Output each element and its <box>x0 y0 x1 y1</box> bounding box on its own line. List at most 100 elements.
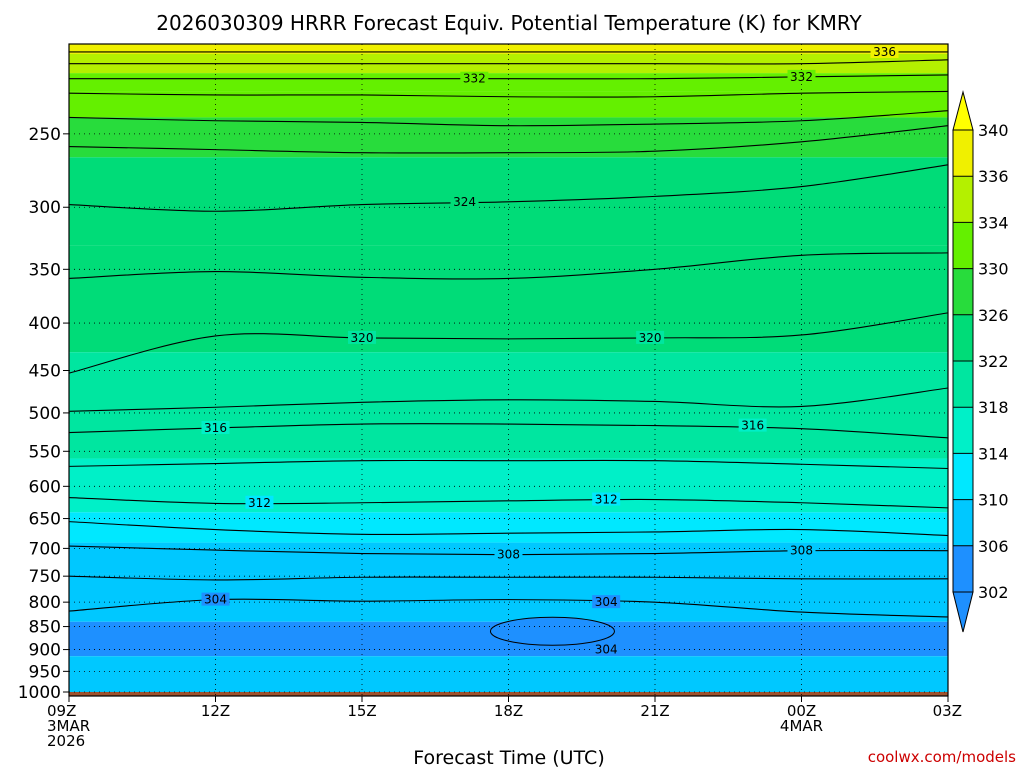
ytick-label-300: 300 <box>29 198 61 218</box>
contour-label-group-332: 332 <box>460 71 489 86</box>
xtick-label-00Z: 00Z <box>787 702 816 720</box>
colorbar-swatch-318 <box>953 361 973 408</box>
colorbar-swatch-334 <box>953 176 973 223</box>
ytick-label-600: 600 <box>29 477 61 497</box>
contour-label-320: 320 <box>351 331 374 345</box>
contour-label-group-316: 316 <box>201 420 230 435</box>
ytick-label-450: 450 <box>29 361 61 381</box>
ytick-label-350: 350 <box>29 260 61 280</box>
xtick-label-18Z: 18Z <box>494 702 523 720</box>
ytick-label-950: 950 <box>29 662 61 682</box>
ytick-label-550: 550 <box>29 442 61 462</box>
contour-label-group-308: 308 <box>787 543 816 558</box>
xtick-label-09Z: 09Z <box>47 702 76 720</box>
contour-label-308: 308 <box>790 544 813 558</box>
contour-306 <box>68 575 949 581</box>
contour-label-bg <box>787 69 816 83</box>
contour-label-group-320: 320 <box>636 330 665 345</box>
xtick-label-4MAR: 4MAR <box>780 717 823 735</box>
theta-band-322 <box>69 245 948 353</box>
contour-330 <box>68 90 949 98</box>
contour-label-336: 336 <box>873 45 896 59</box>
colorbar-swatch-310 <box>953 453 973 500</box>
ytick-label-400: 400 <box>29 314 61 334</box>
xtick-label-03Z: 03Z <box>933 702 962 720</box>
contour-label-bg <box>460 71 489 85</box>
colorbar-swatch-302 <box>953 545 973 592</box>
theta-band-333 <box>69 73 948 92</box>
contour-310 <box>68 521 949 537</box>
colorbar-swatch-306 <box>953 499 973 546</box>
ground-surface <box>69 691 948 696</box>
contour-label-332: 332 <box>790 70 813 84</box>
colorbar-label-306: 306 <box>978 537 1009 556</box>
contour-label-304: 304 <box>595 595 618 609</box>
colorbar-label-330: 330 <box>978 260 1009 279</box>
contour-labels: 336 332 332 324 320 320 316 316 312 312 308 308 304 3… <box>201 44 899 657</box>
ytick-label-650: 650 <box>29 510 61 530</box>
contour-label-group-320: 320 <box>348 330 376 345</box>
contour-label-bg <box>450 194 479 208</box>
contour-label-bg <box>494 547 523 561</box>
contour-label-group-324: 324 <box>450 194 479 209</box>
contour-label-group-304: 304 <box>592 595 621 609</box>
contour-label-bg <box>348 330 376 344</box>
colorbar-label-314: 314 <box>978 444 1009 463</box>
contour-label-bg <box>592 595 621 609</box>
ytick-label-500: 500 <box>29 404 61 424</box>
theta-blob-302 <box>489 616 615 646</box>
ytick-label-750: 750 <box>29 567 61 587</box>
ytick-label-800: 800 <box>29 593 61 613</box>
xtick-label-12Z: 12Z <box>201 702 230 720</box>
contour-label-312: 312 <box>595 493 618 507</box>
colorbar-swatch-330 <box>953 222 973 269</box>
colorbar-label-310: 310 <box>978 491 1009 510</box>
colorbar-swatch-322 <box>953 314 973 361</box>
contour-label-bg <box>201 420 230 434</box>
contour-label-group-304: 304 <box>592 642 621 657</box>
contour-label-324: 324 <box>453 195 476 209</box>
theta-band-328 <box>69 117 948 158</box>
colorbar-over-arrow <box>952 90 974 131</box>
colorbar-swatch-326 <box>953 268 973 315</box>
credit-link[interactable]: coolwx.com/models <box>868 748 1016 766</box>
colorbar-swatch-336 <box>953 130 973 177</box>
y-axis: 250 300 350 400 450 500 550 600 650 700 750 800 850 9… <box>18 125 69 703</box>
colorbar-label-322: 322 <box>978 352 1009 371</box>
gridlines <box>69 44 948 696</box>
contour-318 <box>68 387 949 412</box>
contour-label-bg <box>592 492 621 506</box>
theta-band-312 <box>69 512 948 543</box>
ytick-label-850: 850 <box>29 618 61 638</box>
theta-band-309 <box>69 656 948 696</box>
colorbar-under-arrow <box>952 591 974 633</box>
contour-label-group-316: 316 <box>738 418 767 433</box>
xtick-label-21Z: 21Z <box>640 702 669 720</box>
contour-label-group-308: 308 <box>494 547 523 562</box>
ytick-label-250: 250 <box>29 125 61 145</box>
contour-label-group-304: 304 <box>201 592 230 607</box>
xtick-label-15Z: 15Z <box>347 702 376 720</box>
contour-312 <box>68 497 949 509</box>
colorbar-label-318: 318 <box>978 398 1009 417</box>
contour-328 <box>68 110 949 127</box>
contour-label-group-312: 312 <box>245 495 274 510</box>
ytick-label-700: 700 <box>29 539 61 559</box>
contour-label-bg <box>636 330 665 344</box>
contour-label-bg <box>870 44 899 58</box>
contour-label-304: 304 <box>204 593 227 607</box>
ytick-label-900: 900 <box>29 641 61 661</box>
contour-label-group-312: 312 <box>592 492 621 507</box>
contour-label-304: 304 <box>595 643 618 657</box>
colorbar-label-334: 334 <box>978 213 1009 232</box>
contour-label-316: 316 <box>204 421 227 435</box>
x-axis-label: Forecast Time (UTC) <box>413 747 604 768</box>
xtick-label-2026: 2026 <box>47 732 85 750</box>
contour-label-group-332: 332 <box>787 69 816 84</box>
contour-label-308: 308 <box>497 548 520 562</box>
colorbar-label-326: 326 <box>978 306 1009 325</box>
ytick-label-1000: 1000 <box>18 683 61 703</box>
contour-314 <box>68 459 949 470</box>
contour-322 <box>68 252 949 280</box>
